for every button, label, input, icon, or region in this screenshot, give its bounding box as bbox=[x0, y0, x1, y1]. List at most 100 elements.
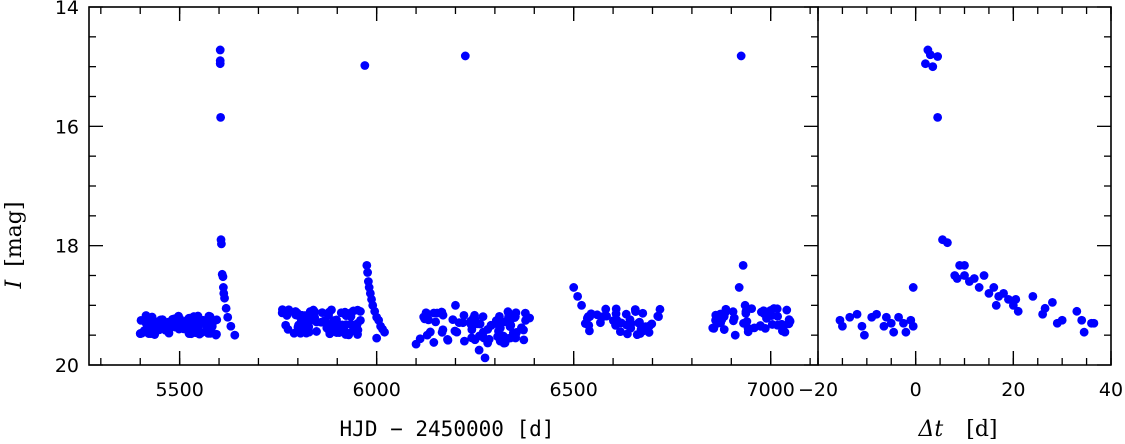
data-point bbox=[341, 311, 351, 321]
data-point bbox=[999, 289, 1008, 298]
data-point bbox=[762, 313, 771, 323]
data-point bbox=[195, 329, 204, 339]
data-point bbox=[420, 314, 430, 324]
data-point bbox=[203, 322, 213, 331]
data-point bbox=[730, 330, 740, 340]
data-point bbox=[654, 312, 663, 321]
data-point bbox=[623, 329, 632, 339]
x-tick-label: 6000 bbox=[352, 379, 400, 401]
data-point bbox=[740, 300, 750, 310]
data-point bbox=[767, 320, 777, 329]
data-point bbox=[766, 306, 776, 315]
data-point bbox=[1040, 303, 1050, 313]
data-point bbox=[312, 317, 322, 327]
data-point bbox=[493, 332, 503, 342]
data-point bbox=[749, 323, 759, 333]
data-point bbox=[852, 309, 862, 319]
data-point bbox=[872, 309, 881, 319]
data-point bbox=[773, 311, 783, 321]
data-point bbox=[151, 317, 160, 327]
data-point bbox=[729, 313, 739, 323]
data-point bbox=[592, 310, 602, 320]
data-point bbox=[879, 321, 889, 331]
data-point bbox=[601, 304, 611, 314]
x-axis-unit: [d] bbox=[966, 417, 997, 442]
data-point bbox=[312, 327, 321, 336]
data-point bbox=[451, 300, 460, 310]
data-point bbox=[281, 320, 291, 330]
data-point bbox=[459, 336, 469, 346]
data-point bbox=[458, 318, 468, 328]
data-point bbox=[785, 316, 795, 326]
data-point bbox=[478, 327, 488, 337]
data-point bbox=[505, 322, 515, 332]
data-point bbox=[326, 321, 336, 331]
data-point bbox=[519, 325, 528, 335]
data-point bbox=[719, 325, 729, 334]
data-point bbox=[974, 283, 984, 292]
x-tick-label: 7000 bbox=[747, 379, 795, 401]
data-point bbox=[625, 315, 635, 325]
data-point bbox=[512, 328, 521, 337]
data-point bbox=[184, 328, 194, 338]
data-point bbox=[908, 321, 918, 331]
data-point bbox=[503, 334, 513, 343]
data-point bbox=[503, 307, 513, 317]
data-point bbox=[857, 321, 867, 331]
data-point bbox=[960, 260, 969, 270]
data-point bbox=[295, 320, 305, 329]
plot-frame bbox=[818, 6, 1112, 366]
data-point bbox=[223, 312, 233, 322]
data-point bbox=[519, 335, 529, 345]
data-point bbox=[216, 112, 226, 122]
data-point bbox=[645, 321, 654, 331]
data-point bbox=[1089, 318, 1099, 328]
data-point bbox=[984, 289, 994, 298]
x-axis-title-left: HJD − 2450000 [d] bbox=[340, 417, 555, 441]
data-point bbox=[1079, 327, 1089, 337]
data-point bbox=[431, 317, 441, 327]
data-point bbox=[845, 312, 855, 322]
data-point bbox=[494, 317, 503, 327]
x-axis-symbol: Δt bbox=[918, 417, 944, 442]
data-point bbox=[859, 330, 869, 340]
data-point bbox=[480, 353, 490, 363]
data-point bbox=[438, 325, 448, 335]
data-point bbox=[925, 50, 935, 60]
data-point bbox=[459, 311, 469, 320]
data-point bbox=[308, 305, 318, 315]
data-point bbox=[363, 268, 372, 277]
data-point bbox=[1072, 306, 1082, 316]
y-tick-label: 16 bbox=[55, 116, 79, 138]
data-point bbox=[297, 310, 307, 320]
data-point bbox=[443, 335, 453, 345]
data-point bbox=[780, 327, 790, 337]
data-point bbox=[615, 327, 625, 336]
data-point bbox=[411, 339, 421, 349]
y-axis-symbol: I bbox=[2, 278, 27, 289]
y-tick-label: 14 bbox=[55, 0, 79, 19]
data-point bbox=[432, 308, 442, 318]
data-point bbox=[611, 320, 621, 330]
data-point bbox=[742, 317, 752, 326]
data-point bbox=[277, 308, 287, 318]
data-point bbox=[510, 312, 520, 322]
data-point bbox=[362, 260, 372, 270]
data-point bbox=[943, 238, 952, 248]
data-point bbox=[141, 311, 151, 320]
data-point bbox=[206, 315, 216, 324]
data-point bbox=[218, 272, 228, 282]
data-point bbox=[352, 319, 362, 328]
folded-light-curve-panel: −20 0 20 40 bbox=[798, 6, 1123, 401]
data-point bbox=[340, 322, 349, 331]
data-point bbox=[185, 313, 195, 323]
data-point bbox=[226, 321, 236, 331]
data-point bbox=[230, 330, 240, 340]
main-light-curve-panel: 5500 6000 6500 7000 14 16 18 20 bbox=[55, 0, 819, 401]
data-point bbox=[933, 112, 943, 122]
data-point bbox=[638, 326, 648, 336]
data-point bbox=[1004, 294, 1013, 304]
data-point bbox=[332, 315, 341, 325]
data-point bbox=[349, 306, 358, 316]
